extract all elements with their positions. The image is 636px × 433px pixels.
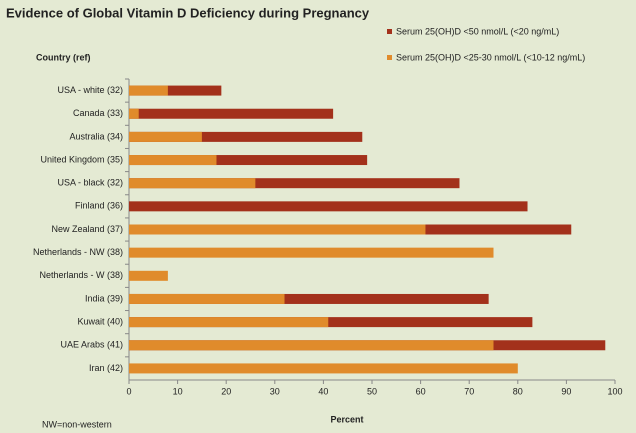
x-tick-label: 0 — [126, 386, 131, 396]
y-axis-label: Country (ref) — [36, 52, 91, 62]
y-tick-label: Kuwait (40) — [77, 316, 123, 326]
bar — [129, 108, 334, 119]
x-tick-label: 40 — [318, 386, 328, 396]
x-tick-label: 70 — [464, 386, 474, 396]
bar — [129, 85, 168, 96]
y-tick-label: UAE Arabs (41) — [60, 340, 123, 350]
y-tick-label: Australia (34) — [69, 131, 123, 141]
bar — [129, 131, 363, 142]
y-tick-label: Canada (33) — [73, 108, 123, 118]
note: NW=non-western — [42, 419, 112, 429]
bar — [129, 108, 139, 119]
bar — [129, 178, 256, 189]
chart-title: Evidence of Global Vitamin D Deficiency … — [6, 5, 370, 20]
y-tick-label: Netherlands - W (38) — [39, 270, 123, 280]
y-tick-label: Iran (42) — [89, 363, 123, 373]
bar — [129, 270, 168, 281]
x-tick-label: 80 — [513, 386, 523, 396]
x-tick-label: 50 — [367, 386, 377, 396]
y-tick-label: USA - black (32) — [57, 178, 123, 188]
y-tick-label: United Kingdom (35) — [40, 154, 123, 164]
legend-label: Serum 25(OH)D <25-30 nmol/L (<10-12 ng/m… — [396, 52, 585, 62]
x-tick-label: 90 — [561, 386, 571, 396]
x-tick-label: 30 — [270, 386, 280, 396]
bar — [129, 131, 202, 142]
legend-swatch — [387, 29, 392, 34]
y-tick-label: USA - white (32) — [57, 85, 123, 95]
bar — [129, 317, 533, 328]
x-tick-label: 60 — [416, 386, 426, 396]
bar — [129, 85, 222, 96]
x-tick-label: 100 — [607, 386, 622, 396]
bar — [129, 363, 518, 374]
y-tick-label: Finland (36) — [75, 201, 123, 211]
legend-label: Serum 25(OH)D <50 nmol/L (<20 ng/mL) — [396, 26, 559, 36]
x-tick-label: 20 — [221, 386, 231, 396]
bar — [129, 340, 494, 351]
bar — [129, 155, 217, 166]
bar — [129, 293, 489, 304]
bar — [129, 317, 329, 328]
y-tick-label: India (39) — [85, 293, 123, 303]
x-axis-label: Percent — [330, 414, 363, 424]
bar — [129, 293, 285, 304]
y-tick-label: New Zealand (37) — [51, 224, 123, 234]
bar — [129, 155, 368, 166]
bar — [129, 224, 426, 235]
x-tick-label: 10 — [173, 386, 183, 396]
y-tick-label: Netherlands - NW (38) — [33, 247, 123, 257]
legend-swatch — [387, 55, 392, 60]
bar — [129, 247, 494, 258]
bar — [129, 201, 528, 212]
bar — [129, 178, 460, 189]
